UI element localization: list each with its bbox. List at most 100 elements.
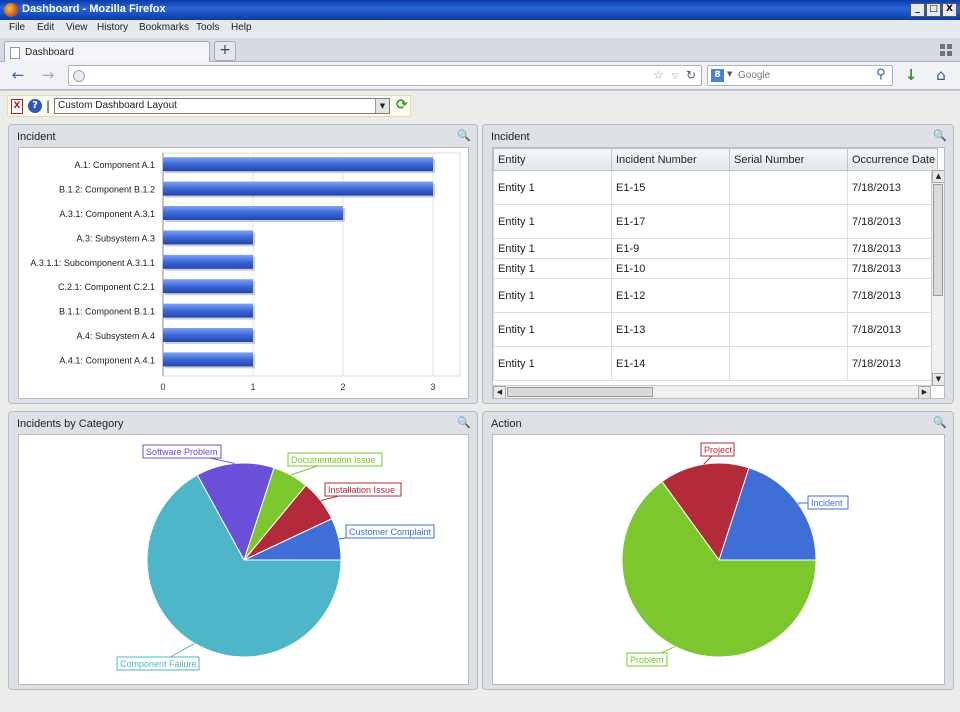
panel-title: Action [491,418,522,430]
bar[interactable] [163,352,253,367]
table-cell: Entity 1 [493,204,612,239]
column-header-incident-number[interactable]: Incident Number [611,148,730,171]
bar[interactable] [163,279,253,294]
menu-file[interactable]: File [9,22,26,33]
table-row[interactable]: Entity 1 E1-13 7/18/2013 [493,312,938,347]
table-cell: Entity 1 [493,346,612,381]
bar[interactable] [163,157,433,172]
panel-title: Incidents by Category [17,418,124,430]
table-cell [729,346,848,381]
search-input[interactable]: Google [738,70,771,81]
refresh-icon[interactable]: ⟳ [396,97,408,113]
zoom-icon[interactable]: 🔍 [933,129,947,142]
help-icon[interactable]: ? [28,99,42,113]
menu-help[interactable]: Help [231,22,252,33]
bar[interactable] [163,230,253,245]
scroll-up-icon[interactable]: ▲ [932,170,944,183]
window-title: Dashboard - Mozilla Firefox [22,3,166,15]
category-pie-chart: Customer Complaint Installation Issue Docu… [116,444,435,671]
zoom-icon[interactable]: 🔍 [457,416,471,429]
table-cell: E1-10 [611,258,730,279]
column-header-occurrence-date[interactable]: Occurrence Date [847,148,938,171]
bar[interactable] [163,254,253,269]
slice-label: Installation Issue [328,485,395,495]
table-row[interactable]: Entity 1 E1-17 7/18/2013 [493,204,938,239]
chevron-down-icon[interactable]: ▼ [727,70,733,78]
slice-label: Customer Complaint [349,527,432,537]
scroll-right-icon[interactable]: ▶ [918,386,931,398]
table-row[interactable]: Entity 1 E1-10 7/18/2013 [493,258,938,279]
table-row[interactable]: Entity 1 E1-9 7/18/2013 [493,238,938,259]
table-row[interactable]: Entity 1 E1-14 7/18/2013 [493,346,938,381]
scroll-down-icon[interactable]: ▼ [932,373,944,386]
chevron-down-icon[interactable]: ▼ [375,99,389,113]
url-bar[interactable]: ☆ ▽ ↻ [68,65,702,86]
zoom-icon[interactable]: 🔍 [933,416,947,429]
bar[interactable] [163,303,253,318]
table-cell: E1-12 [611,278,730,313]
tab-groups-icon[interactable] [940,44,952,56]
table-cell [729,204,848,239]
pie-slice[interactable] [621,480,817,658]
table-row[interactable]: Entity 1 E1-12 7/18/2013 [493,278,938,313]
table-cell: Entity 1 [493,278,612,313]
home-icon[interactable]: ⌂ [936,66,946,84]
horizontal-scrollbar[interactable]: ◀ ▶ [493,385,931,398]
forward-icon[interactable]: → [41,66,55,84]
menu-view[interactable]: View [66,22,88,33]
column-header-entity[interactable]: Entity [493,148,612,171]
google-icon[interactable]: 8 [711,69,724,82]
table-cell [729,238,848,259]
label-box [324,482,402,497]
label-box [142,444,222,459]
new-tab-button[interactable]: + [214,41,236,61]
action-pie-panel: Action 🔍 Incident Project Problem [482,411,954,690]
y-tick-label: A.3.1.1: Subcomponent A.3.1.1 [30,258,155,268]
menu-edit[interactable]: Edit [37,22,55,33]
scroll-thumb[interactable] [933,184,943,296]
pie-slice[interactable] [718,467,817,561]
label-box [700,442,735,457]
tab-strip: Dashboard + [0,38,960,62]
firefox-logo-icon [4,3,18,17]
x-tick-label: 0 [160,382,165,392]
x-tick-label: 2 [340,382,345,392]
search-bar[interactable]: 8 ▼ Google ⚲ [707,65,893,86]
zoom-icon[interactable]: 🔍 [457,129,471,142]
pie-slice[interactable] [196,462,275,562]
incident-table-body: Entity Incident Number Serial Number Occ… [492,147,945,399]
window-title-bar[interactable]: Dashboard - Mozilla Firefox _ □ X [0,0,960,20]
download-icon[interactable]: ↓ [904,66,918,84]
table-cell: 7/18/2013 [847,278,938,313]
menu-bookmarks[interactable]: Bookmarks [139,22,190,33]
table-cell [729,170,848,205]
bar[interactable] [163,206,343,220]
dropdown-icon[interactable]: ▽ [672,71,679,80]
column-header-serial-number[interactable]: Serial Number [729,148,848,171]
dashboard-toolbar: X ? | Custom Dashboard Layout ▼ ⟳ [7,95,411,117]
y-tick-label: A.1: Component A.1 [74,160,155,170]
y-tick-label: A.4: Subsystem A.4 [76,331,155,341]
layout-select-value: Custom Dashboard Layout [58,100,177,111]
incident-chart-body: 0 1 2 3 A.1: Component A.1 B.1.2: Component B… [18,147,469,399]
restore-button[interactable]: □ [926,3,941,17]
bar[interactable] [163,328,253,342]
close-button[interactable]: X [942,3,957,17]
scroll-thumb[interactable] [507,387,653,397]
scroll-left-icon[interactable]: ◀ [493,386,506,398]
table-cell [729,312,848,347]
tab-dashboard[interactable]: Dashboard [4,41,210,62]
vertical-scrollbar[interactable]: ▲ ▼ [931,170,944,386]
reload-icon[interactable]: ↻ [686,68,697,82]
back-icon[interactable]: ← [11,66,25,84]
pdf-export-icon[interactable]: X [11,99,23,114]
menu-history[interactable]: History [97,22,129,33]
menu-tools[interactable]: Tools [196,22,220,33]
bookmark-star-icon[interactable]: ☆ [653,68,664,82]
layout-select[interactable]: Custom Dashboard Layout ▼ [54,98,390,114]
label-box [287,452,383,467]
minimize-button[interactable]: _ [910,3,925,17]
search-icon[interactable]: ⚲ [876,67,886,82]
table-row[interactable]: Entity 1 E1-15 7/18/2013 [493,170,938,205]
bar[interactable] [163,181,433,196]
